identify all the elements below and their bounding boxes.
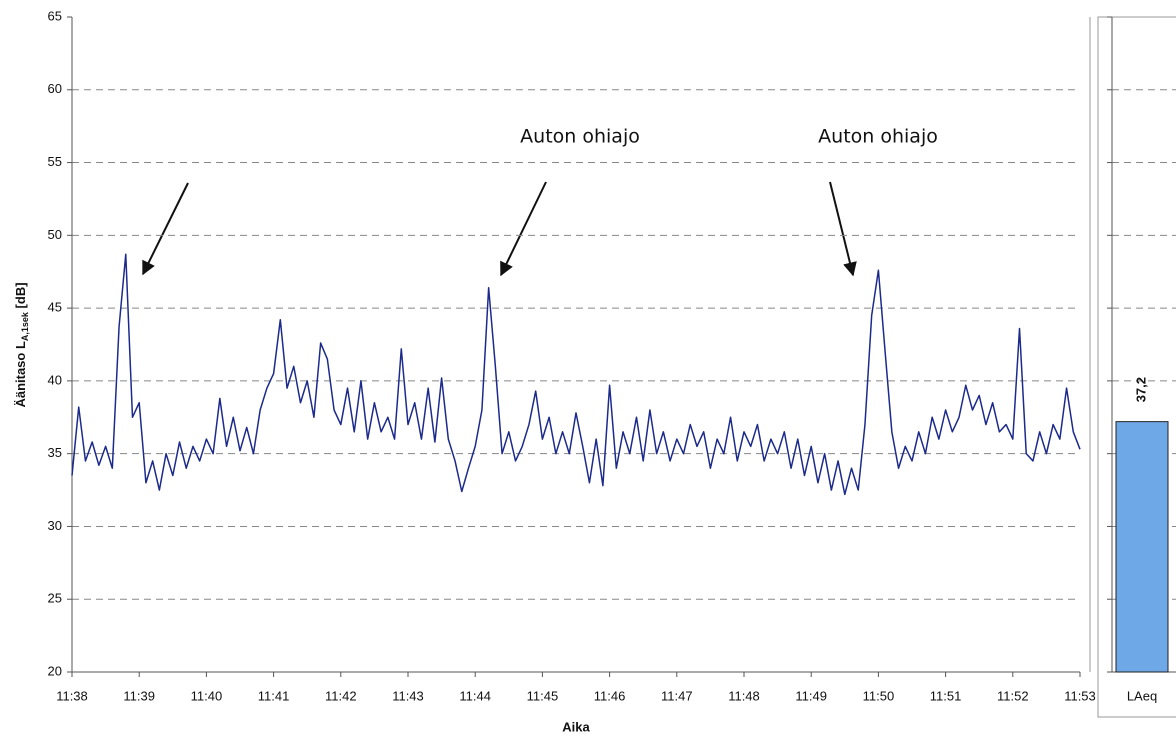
- x-tick-label: 11:47: [661, 688, 693, 703]
- x-tick-label: 11:38: [56, 688, 88, 703]
- x-tick-label: LAeq: [1127, 688, 1157, 703]
- y-tick-label: 20: [48, 663, 62, 678]
- y-axis-label-sub: A,1sek: [20, 311, 30, 341]
- y-axis-label: Äänitaso LA,1sek [dB]: [13, 282, 30, 407]
- x-tick-label: 11:53: [1064, 688, 1096, 703]
- x-tick-label: 11:52: [997, 688, 1029, 703]
- x-tick-label: 11:41: [258, 688, 290, 703]
- x-tick-label: 11:44: [459, 688, 491, 703]
- x-tick-label: 11:48: [728, 688, 760, 703]
- annotation: Auton ohiajo: [520, 126, 640, 148]
- x-tick-label: 11:42: [325, 688, 357, 703]
- y-tick-label: 60: [48, 81, 62, 96]
- x-tick-label: 11:46: [594, 688, 626, 703]
- arrow: [829, 181, 857, 277]
- x-tick-label: 11:45: [527, 688, 559, 703]
- x-axis-label: Aika: [562, 719, 590, 734]
- annotation: Auton ohiajo: [818, 126, 938, 148]
- x-tick-label: 11:51: [930, 688, 962, 703]
- arrow: [142, 182, 189, 276]
- y-axis-label-part: [dB]: [13, 282, 28, 312]
- bar: [1115, 421, 1169, 673]
- x-tick-label: 11:40: [191, 688, 223, 703]
- y-tick-label: 55: [48, 154, 62, 169]
- x-tick-label: 11:49: [795, 688, 827, 703]
- panel-frame: [1097, 16, 1176, 718]
- x-tick-label: 11:43: [392, 688, 424, 703]
- x-tick-label: 11:50: [863, 688, 895, 703]
- y-tick-label: 50: [48, 227, 62, 242]
- y-tick-label: 30: [48, 518, 62, 533]
- value-label: 37,2: [1133, 377, 1148, 402]
- y-tick-label: 40: [48, 372, 62, 387]
- x-tick-label: 11:39: [123, 688, 155, 703]
- y-tick-label: 25: [48, 591, 62, 606]
- data-line: [71, 253, 1081, 496]
- y-tick-label: 35: [48, 445, 62, 460]
- arrow: [500, 181, 547, 277]
- y-axis-label-part: Äänitaso L: [13, 341, 28, 408]
- y-tick-label: 65: [48, 8, 62, 23]
- y-tick-label: 45: [48, 300, 62, 315]
